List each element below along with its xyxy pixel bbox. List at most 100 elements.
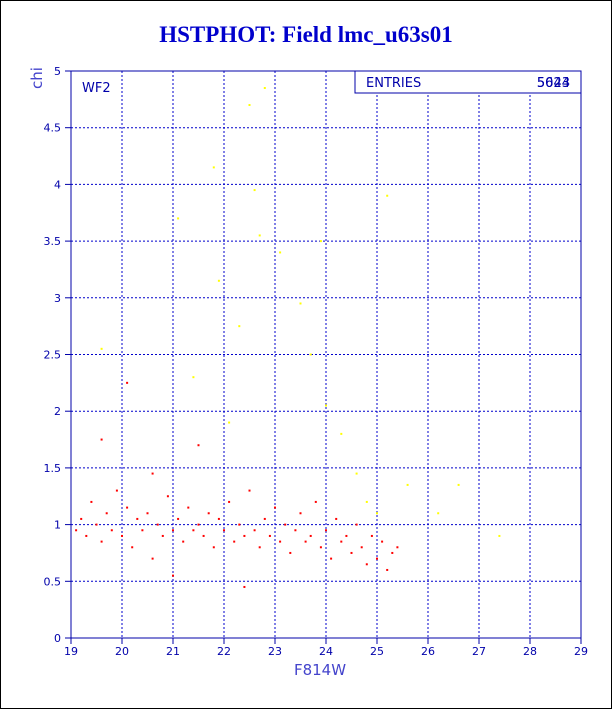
data-point bbox=[80, 517, 83, 520]
data-point bbox=[223, 529, 225, 532]
stats-value-1: 5024 bbox=[537, 76, 570, 91]
data-point bbox=[258, 234, 261, 237]
data-point bbox=[156, 523, 159, 526]
data-point bbox=[350, 551, 353, 554]
x-tick-label: 19 bbox=[64, 645, 78, 658]
data-point bbox=[90, 500, 93, 503]
data-point bbox=[268, 534, 271, 537]
data-point bbox=[146, 512, 149, 515]
chart-title: HSTPHOT: Field lmc_u63s01 bbox=[159, 22, 453, 47]
data-point bbox=[243, 534, 246, 537]
data-point bbox=[279, 251, 282, 254]
data-point bbox=[151, 557, 154, 560]
data-point bbox=[309, 534, 312, 537]
data-point bbox=[406, 483, 409, 486]
x-tick-label: 27 bbox=[472, 645, 486, 658]
x-tick-label: 21 bbox=[166, 645, 180, 658]
data-point bbox=[95, 523, 98, 526]
y-tick-label: 3 bbox=[54, 292, 61, 305]
x-tick-label: 25 bbox=[370, 645, 384, 658]
data-point bbox=[75, 529, 78, 532]
data-point bbox=[284, 523, 287, 526]
stats-value-2: 5643 bbox=[537, 76, 570, 91]
data-point bbox=[325, 404, 327, 407]
data-point bbox=[376, 557, 378, 560]
data-point bbox=[105, 512, 108, 515]
data-point bbox=[228, 500, 231, 503]
data-point bbox=[314, 500, 317, 503]
data-point bbox=[212, 546, 215, 549]
data-point bbox=[238, 325, 241, 328]
data-point bbox=[238, 523, 241, 526]
data-point bbox=[253, 529, 256, 532]
data-point bbox=[233, 540, 236, 543]
data-points bbox=[75, 87, 501, 588]
data-point bbox=[85, 534, 88, 537]
data-point bbox=[166, 495, 169, 498]
data-point bbox=[212, 166, 215, 169]
data-point bbox=[386, 194, 389, 197]
data-point bbox=[335, 517, 338, 520]
data-point bbox=[177, 517, 180, 520]
data-point bbox=[325, 529, 327, 532]
data-point bbox=[498, 534, 501, 537]
y-tick-label: 5 bbox=[54, 65, 61, 78]
data-point bbox=[340, 540, 343, 543]
x-tick-label: 26 bbox=[421, 645, 435, 658]
data-point bbox=[309, 353, 312, 356]
data-point bbox=[381, 540, 384, 543]
data-point bbox=[217, 517, 220, 520]
data-point bbox=[177, 217, 180, 220]
x-tick-label: 28 bbox=[523, 645, 537, 658]
y-tick-label: 2.5 bbox=[44, 349, 62, 362]
data-point bbox=[253, 189, 256, 192]
data-point bbox=[207, 512, 210, 515]
panel-label: WF2 bbox=[82, 81, 111, 96]
data-point bbox=[141, 529, 144, 532]
data-point bbox=[370, 534, 373, 537]
data-point bbox=[151, 472, 154, 475]
data-point bbox=[202, 534, 205, 537]
data-point bbox=[319, 240, 322, 243]
data-point bbox=[126, 506, 129, 509]
data-point bbox=[396, 546, 399, 549]
data-point bbox=[258, 546, 261, 549]
data-point bbox=[355, 523, 358, 526]
y-tick-label: 3.5 bbox=[44, 235, 62, 248]
data-point bbox=[161, 534, 164, 537]
y-tick-label: 1 bbox=[54, 519, 61, 532]
data-point bbox=[340, 432, 343, 435]
data-point bbox=[192, 376, 195, 379]
y-tick-label: 4.5 bbox=[44, 122, 62, 135]
data-point bbox=[115, 489, 118, 492]
grid bbox=[70, 70, 582, 639]
data-point bbox=[192, 529, 195, 532]
data-point bbox=[121, 534, 123, 537]
data-point bbox=[100, 540, 103, 543]
data-point bbox=[172, 529, 174, 532]
data-point bbox=[197, 444, 200, 447]
data-point bbox=[355, 472, 358, 475]
data-point bbox=[330, 557, 333, 560]
y-tick-label: 1.5 bbox=[44, 462, 62, 475]
data-point bbox=[457, 483, 460, 486]
data-point bbox=[110, 529, 113, 532]
y-axis-title: chi bbox=[28, 67, 46, 89]
data-point bbox=[228, 421, 231, 424]
data-point bbox=[345, 534, 348, 537]
data-point bbox=[274, 506, 276, 509]
data-point bbox=[243, 585, 246, 588]
stats-box: ENTRIES 5024 5643 bbox=[354, 70, 582, 94]
data-point bbox=[365, 563, 368, 566]
data-point bbox=[386, 568, 389, 571]
data-point bbox=[294, 529, 297, 532]
data-point bbox=[319, 546, 322, 549]
data-point bbox=[391, 551, 394, 554]
data-point bbox=[131, 546, 134, 549]
data-point bbox=[437, 512, 440, 515]
data-point bbox=[172, 574, 174, 577]
data-point bbox=[263, 87, 266, 90]
data-point bbox=[299, 512, 302, 515]
x-tick-label: 29 bbox=[574, 645, 588, 658]
